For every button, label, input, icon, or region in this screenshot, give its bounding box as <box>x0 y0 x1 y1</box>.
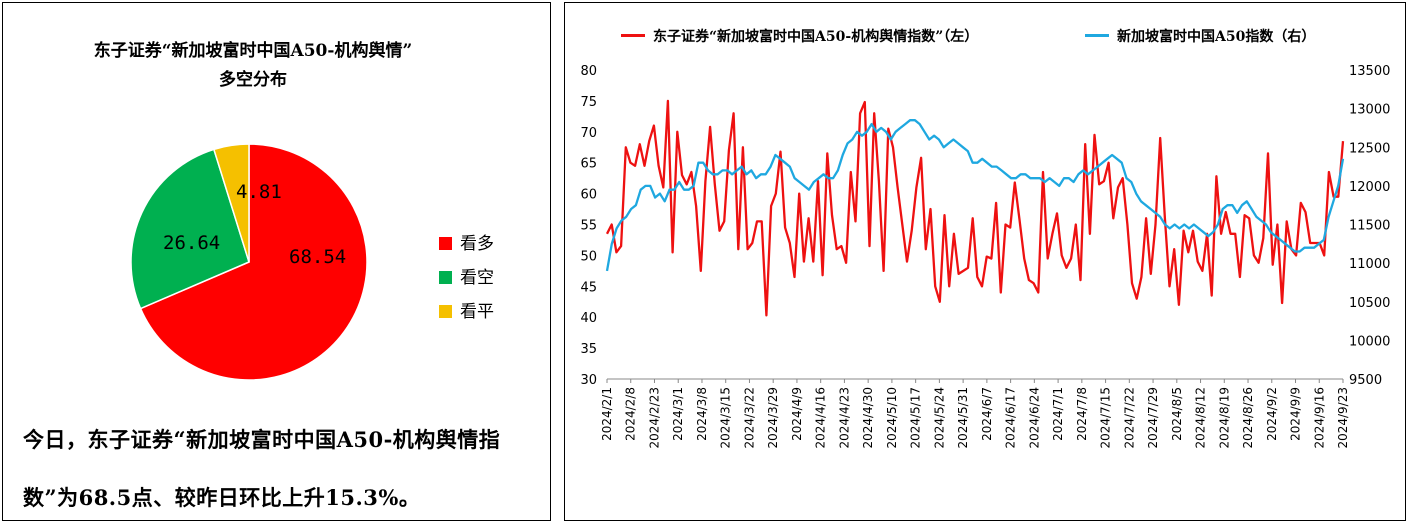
x-tick-label: 2024/7/29 <box>1146 387 1160 449</box>
line-chart: 30 35 40 45 50 55 60 65 70 75 80 9500 10000 10500 1100… <box>580 64 1390 449</box>
x-tick-label: 2024/3/22 <box>742 387 756 449</box>
legend-line-red <box>621 34 645 37</box>
y-right-tick-label: 12500 <box>1349 141 1390 156</box>
x-tick-label: 2024/3/1 <box>671 387 685 441</box>
x-tick-label: 2024/6/17 <box>1004 387 1018 449</box>
y-left-tick-label: 50 <box>580 249 597 264</box>
x-tick-label: 2024/9/9 <box>1289 387 1303 441</box>
x-tick-label: 2024/5/31 <box>956 387 970 449</box>
x-tick-label: 2024/7/15 <box>1099 387 1113 449</box>
legend-item-bear: 看空 <box>439 263 494 288</box>
x-tick-label: 2024/2/8 <box>624 387 638 441</box>
x-tick-label: 2024/8/26 <box>1241 387 1255 449</box>
x-tick-label: 2024/9/16 <box>1312 387 1326 449</box>
x-tick-label: 2024/8/19 <box>1217 387 1231 449</box>
x-tick-label: 2024/2/1 <box>600 387 614 441</box>
legend-label-neutral: 看平 <box>460 302 494 322</box>
x-tick-label: 2024/4/30 <box>861 387 875 449</box>
series-line-sentiment <box>605 99 1345 317</box>
summary-note: 今日，东子证券“新加坡富时中国A50-机构舆情指数”为68.5点、较昨日环比上升… <box>23 427 501 510</box>
x-tick-label: 2024/8/5 <box>1170 387 1184 441</box>
legend-label-bear: 看空 <box>460 268 494 288</box>
y-left-tick-label: 40 <box>580 311 597 326</box>
x-tick-label: 2024/4/23 <box>837 387 851 449</box>
y-left-tick-label: 70 <box>580 126 597 141</box>
pie-title-line1: 东子证券“新加坡富时中国A50-机构舆情” <box>93 41 413 61</box>
y-right-tick-label: 10500 <box>1349 296 1390 311</box>
legend-swatch-green <box>439 271 452 284</box>
y-right-tick-label: 13000 <box>1349 103 1390 118</box>
legend-right-label: 新加坡富时中国A50指数（右） <box>1117 29 1316 45</box>
y-right-tick-label: 11500 <box>1349 219 1390 234</box>
legend-left-label: 东子证券“新加坡富时中国A50-机构舆情指数”（左） <box>653 29 979 45</box>
slice-label-bull: 68.54 <box>289 246 347 268</box>
x-tick-label: 2024/3/8 <box>695 387 709 441</box>
x-tick-label: 2024/5/17 <box>909 387 923 449</box>
x-tick-label: 2024/2/23 <box>647 387 661 449</box>
pie-slice-1 <box>130 148 250 310</box>
y-right-tick-label: 11000 <box>1349 257 1390 272</box>
legend-swatch-yellow <box>439 305 452 318</box>
legend-swatch-red <box>439 237 452 250</box>
y-left-tick-label: 30 <box>580 373 597 388</box>
y-right-tick-label: 13500 <box>1349 64 1390 79</box>
x-tick-label: 2024/5/24 <box>932 387 946 449</box>
x-tick-label: 2024/7/8 <box>1075 387 1089 441</box>
y-right-tick-label: 12000 <box>1349 180 1390 195</box>
pie-title: 东子证券“新加坡富时中国A50-机构舆情” 多空分布 <box>43 37 463 95</box>
pie-title-line2: 多空分布 <box>219 70 287 90</box>
series-line-a50 <box>605 119 1345 272</box>
x-tick-label: 2024/8/12 <box>1194 387 1208 449</box>
x-tick-label: 2024/6/7 <box>980 387 994 441</box>
legend-left-series: 东子证券“新加坡富时中国A50-机构舆情指数”（左） <box>621 26 978 46</box>
legend-line-blue <box>1085 34 1109 37</box>
x-tick-label: 2024/6/24 <box>1027 387 1041 449</box>
y-left-tick-label: 60 <box>580 188 597 203</box>
legend-right-series: 新加坡富时中国A50指数（右） <box>1085 26 1315 46</box>
legend-label-bull: 看多 <box>460 234 494 254</box>
x-tick-label: 2024/9/23 <box>1336 387 1350 449</box>
y-right-tick-label: 9500 <box>1349 373 1382 388</box>
y-left-tick-label: 75 <box>580 95 597 110</box>
y-left-tick-label: 65 <box>580 157 597 172</box>
slice-label-neutral: 4.81 <box>236 181 282 203</box>
legend-item-bull: 看多 <box>439 229 494 254</box>
y-left-tick-label: 80 <box>580 64 597 79</box>
x-tick-label: 2024/3/29 <box>766 387 780 449</box>
x-tick-label: 2024/5/10 <box>885 387 899 449</box>
x-tick-label: 2024/7/22 <box>1122 387 1136 449</box>
x-tick-label: 2024/9/2 <box>1265 387 1279 441</box>
x-tick-label: 2024/7/1 <box>1051 387 1065 441</box>
y-left-tick-label: 35 <box>580 342 597 357</box>
legend-item-neutral: 看平 <box>439 297 494 322</box>
y-left-tick-label: 55 <box>580 219 597 234</box>
pie-panel: 东子证券“新加坡富时中国A50-机构舆情” 多空分布 68.54 26.64 4… <box>2 2 551 521</box>
x-tick-label: 2024/3/15 <box>719 387 733 449</box>
slice-label-bear: 26.64 <box>163 232 221 254</box>
y-left-tick-label: 45 <box>580 280 597 295</box>
x-tick-label: 2024/4/16 <box>814 387 828 449</box>
line-panel: 东子证券“新加坡富时中国A50-机构舆情指数”（左） 新加坡富时中国A50指数（… <box>564 2 1406 521</box>
pie-slice-2 <box>212 143 250 263</box>
pie-slice-0 <box>139 143 368 381</box>
x-tick-label: 2024/4/9 <box>790 387 804 441</box>
y-right-tick-label: 10000 <box>1349 334 1390 349</box>
pie-chart <box>130 143 368 381</box>
